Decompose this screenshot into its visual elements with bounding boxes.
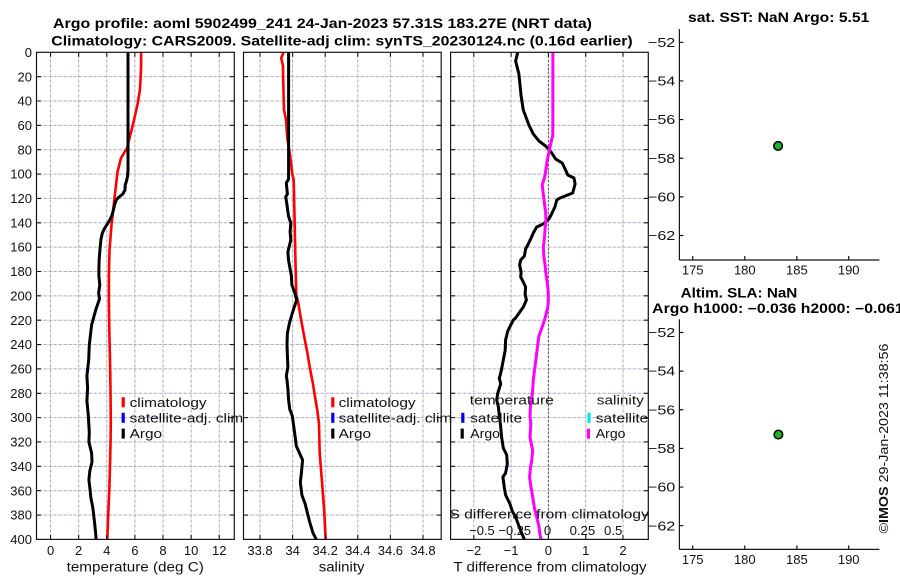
svg-text:climatology: climatology	[130, 395, 208, 410]
svg-text:20: 20	[18, 69, 32, 84]
svg-text:−62: −62	[648, 228, 675, 243]
svg-text:−60: −60	[648, 189, 675, 204]
svg-text:−0.25: −0.25	[499, 523, 532, 538]
svg-text:180: 180	[734, 552, 756, 567]
svg-text:34: 34	[285, 543, 299, 558]
svg-text:240: 240	[10, 337, 32, 352]
svg-text:340: 340	[10, 459, 32, 474]
svg-text:−2: −2	[466, 543, 481, 558]
svg-text:0: 0	[47, 543, 54, 558]
svg-text:34.6: 34.6	[378, 543, 403, 558]
svg-text:−54: −54	[648, 74, 675, 89]
svg-text:sat. SST: NaN Argo: 5.51: sat. SST: NaN Argo: 5.51	[688, 10, 870, 25]
svg-text:satellite: satellite	[596, 410, 649, 425]
svg-text:180: 180	[734, 263, 756, 278]
svg-text:−1: −1	[504, 543, 519, 558]
svg-text:34.8: 34.8	[410, 543, 435, 558]
svg-text:−58: −58	[648, 441, 675, 456]
svg-text:salinity: salinity	[319, 559, 365, 574]
svg-text:0: 0	[544, 523, 551, 538]
svg-text:©IMOS 29-Jan-2023 11:38:56: ©IMOS 29-Jan-2023 11:38:56	[876, 344, 891, 534]
svg-text:100: 100	[10, 167, 32, 182]
svg-text:80: 80	[18, 142, 32, 157]
svg-text:320: 320	[10, 435, 32, 450]
svg-text:380: 380	[10, 508, 32, 523]
svg-text:−60: −60	[648, 480, 675, 495]
svg-text:185: 185	[786, 263, 808, 278]
svg-text:280: 280	[10, 386, 32, 401]
svg-text:temperature: temperature	[470, 392, 554, 407]
svg-text:60: 60	[18, 118, 32, 133]
svg-text:Argo: Argo	[130, 426, 163, 441]
svg-text:0.25: 0.25	[570, 523, 596, 538]
svg-text:Argo: Argo	[470, 426, 500, 441]
svg-text:2: 2	[619, 543, 626, 558]
svg-text:T difference from climatology: T difference from climatology	[453, 559, 647, 574]
svg-text:175: 175	[682, 263, 704, 278]
svg-text:1: 1	[582, 543, 589, 558]
svg-text:Altim. SLA: NaN: Altim. SLA: NaN	[681, 286, 798, 301]
svg-text:180: 180	[10, 264, 32, 279]
svg-text:6: 6	[131, 543, 138, 558]
svg-text:satellite: satellite	[470, 410, 522, 425]
svg-text:34.2: 34.2	[313, 543, 338, 558]
svg-text:220: 220	[10, 313, 32, 328]
svg-text:−62: −62	[648, 518, 675, 533]
svg-text:10: 10	[184, 543, 198, 558]
svg-text:190: 190	[838, 552, 860, 567]
svg-text:175: 175	[682, 552, 704, 567]
svg-text:−0.5: −0.5	[469, 523, 495, 538]
svg-text:160: 160	[10, 240, 32, 255]
svg-text:Argo: Argo	[339, 426, 372, 441]
svg-text:2: 2	[75, 543, 82, 558]
svg-text:salinity: salinity	[597, 392, 645, 407]
svg-text:190: 190	[838, 263, 860, 278]
svg-text:12: 12	[212, 543, 226, 558]
svg-text:140: 140	[10, 215, 32, 230]
svg-text:Argo h1000: −0.036 h2000: −0.0: Argo h1000: −0.036 h2000: −0.061	[652, 301, 900, 316]
svg-text:satellite-adj. clim: satellite-adj. clim	[130, 410, 244, 425]
svg-text:4: 4	[103, 543, 110, 558]
svg-text:temperature (deg C): temperature (deg C)	[67, 559, 204, 574]
svg-text:0: 0	[25, 45, 32, 60]
svg-text:Argo profile: aoml 5902499_241: Argo profile: aoml 5902499_241 24-Jan-20…	[53, 16, 592, 31]
svg-text:400: 400	[10, 532, 32, 547]
svg-text:satellite-adj. clim: satellite-adj. clim	[339, 410, 453, 425]
svg-text:300: 300	[10, 410, 32, 425]
svg-text:200: 200	[10, 288, 32, 303]
svg-text:S difference from climatology: S difference from climatology	[450, 506, 649, 521]
svg-text:40: 40	[18, 94, 32, 109]
svg-text:−58: −58	[648, 151, 675, 166]
svg-text:260: 260	[10, 362, 32, 377]
svg-text:120: 120	[10, 191, 32, 206]
svg-text:−56: −56	[648, 402, 675, 417]
svg-text:8: 8	[159, 543, 166, 558]
svg-text:Climatology: CARS2009. Satelli: Climatology: CARS2009. Satellite-adj cli…	[51, 34, 632, 49]
svg-text:33.8: 33.8	[247, 543, 272, 558]
svg-text:−54: −54	[648, 364, 675, 379]
svg-text:0: 0	[545, 543, 552, 558]
svg-text:34.4: 34.4	[345, 543, 370, 558]
svg-text:360: 360	[10, 483, 32, 498]
svg-text:Argo: Argo	[596, 426, 626, 441]
svg-text:−56: −56	[648, 112, 675, 127]
svg-text:0.5: 0.5	[604, 523, 622, 538]
svg-text:185: 185	[786, 552, 808, 567]
svg-text:−52: −52	[648, 35, 675, 50]
svg-text:climatology: climatology	[339, 395, 417, 410]
svg-text:−52: −52	[648, 325, 675, 340]
